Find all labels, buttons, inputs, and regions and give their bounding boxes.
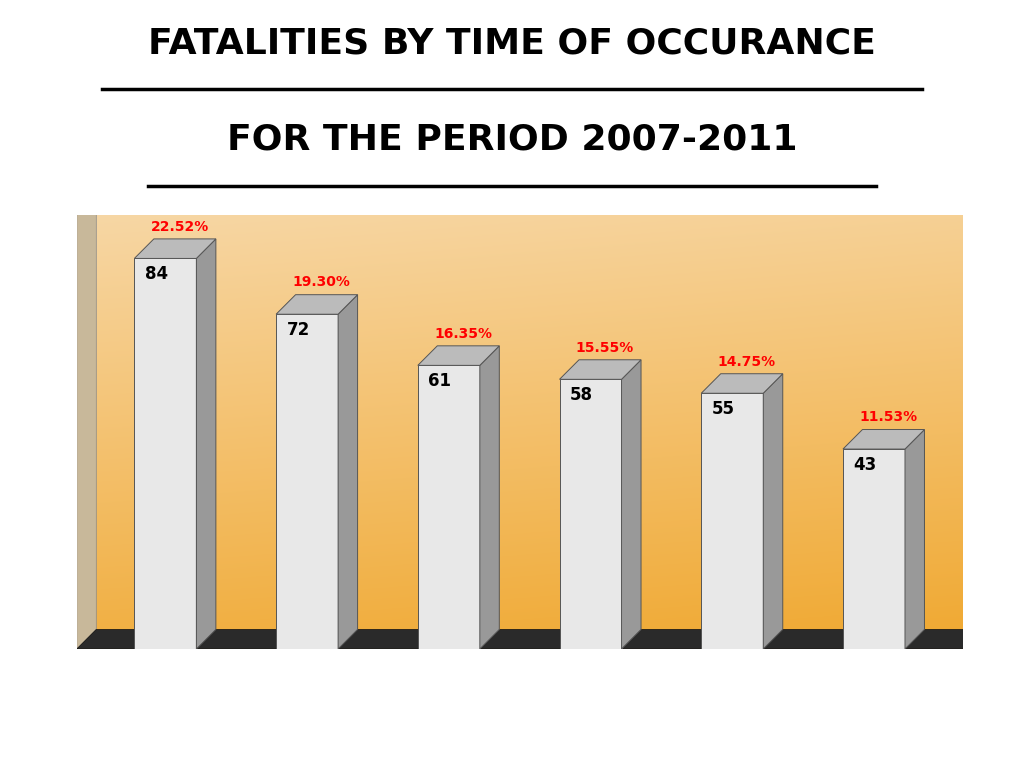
Polygon shape [763, 374, 782, 649]
Polygon shape [905, 429, 925, 649]
Text: 08:00-11:59: 08:00-11:59 [829, 674, 919, 689]
Polygon shape [276, 314, 338, 649]
Text: 04:00-07:59: 04:00-07:59 [403, 674, 494, 689]
Polygon shape [843, 429, 925, 449]
Polygon shape [197, 239, 216, 649]
Text: 12:00-15:59: 12:00-15:59 [687, 674, 777, 689]
Polygon shape [77, 196, 96, 649]
Polygon shape [134, 258, 197, 649]
Text: 61: 61 [428, 372, 452, 390]
Text: 19.30%: 19.30% [292, 276, 350, 290]
Text: 16:00-19:59: 16:00-19:59 [121, 674, 210, 689]
Polygon shape [77, 630, 982, 649]
Text: 15.55%: 15.55% [575, 340, 634, 355]
Text: 72: 72 [287, 321, 310, 339]
Text: 22.52%: 22.52% [151, 220, 209, 233]
Text: 20:00-23:59: 20:00-23:59 [262, 674, 352, 689]
Polygon shape [843, 449, 905, 649]
Text: 43: 43 [854, 455, 877, 474]
Polygon shape [338, 295, 357, 649]
Text: 11.53%: 11.53% [859, 410, 918, 424]
Polygon shape [276, 295, 357, 314]
Polygon shape [559, 379, 622, 649]
Text: 14.75%: 14.75% [718, 355, 775, 369]
Polygon shape [134, 239, 216, 258]
Text: FATALITIES BY TIME OF OCCURANCE: FATALITIES BY TIME OF OCCURANCE [148, 27, 876, 61]
Polygon shape [418, 366, 480, 649]
Text: 55: 55 [712, 400, 735, 418]
Text: 58: 58 [570, 386, 593, 404]
Polygon shape [418, 346, 500, 366]
Text: 00:00-03:59: 00:00-03:59 [546, 674, 636, 689]
Polygon shape [480, 346, 500, 649]
Text: 84: 84 [145, 265, 168, 283]
Text: 16.35%: 16.35% [434, 326, 492, 341]
Polygon shape [701, 374, 782, 393]
Polygon shape [701, 393, 763, 649]
Polygon shape [77, 649, 963, 670]
Polygon shape [559, 359, 641, 379]
Polygon shape [622, 359, 641, 649]
Text: FOR THE PERIOD 2007-2011: FOR THE PERIOD 2007-2011 [226, 123, 798, 157]
